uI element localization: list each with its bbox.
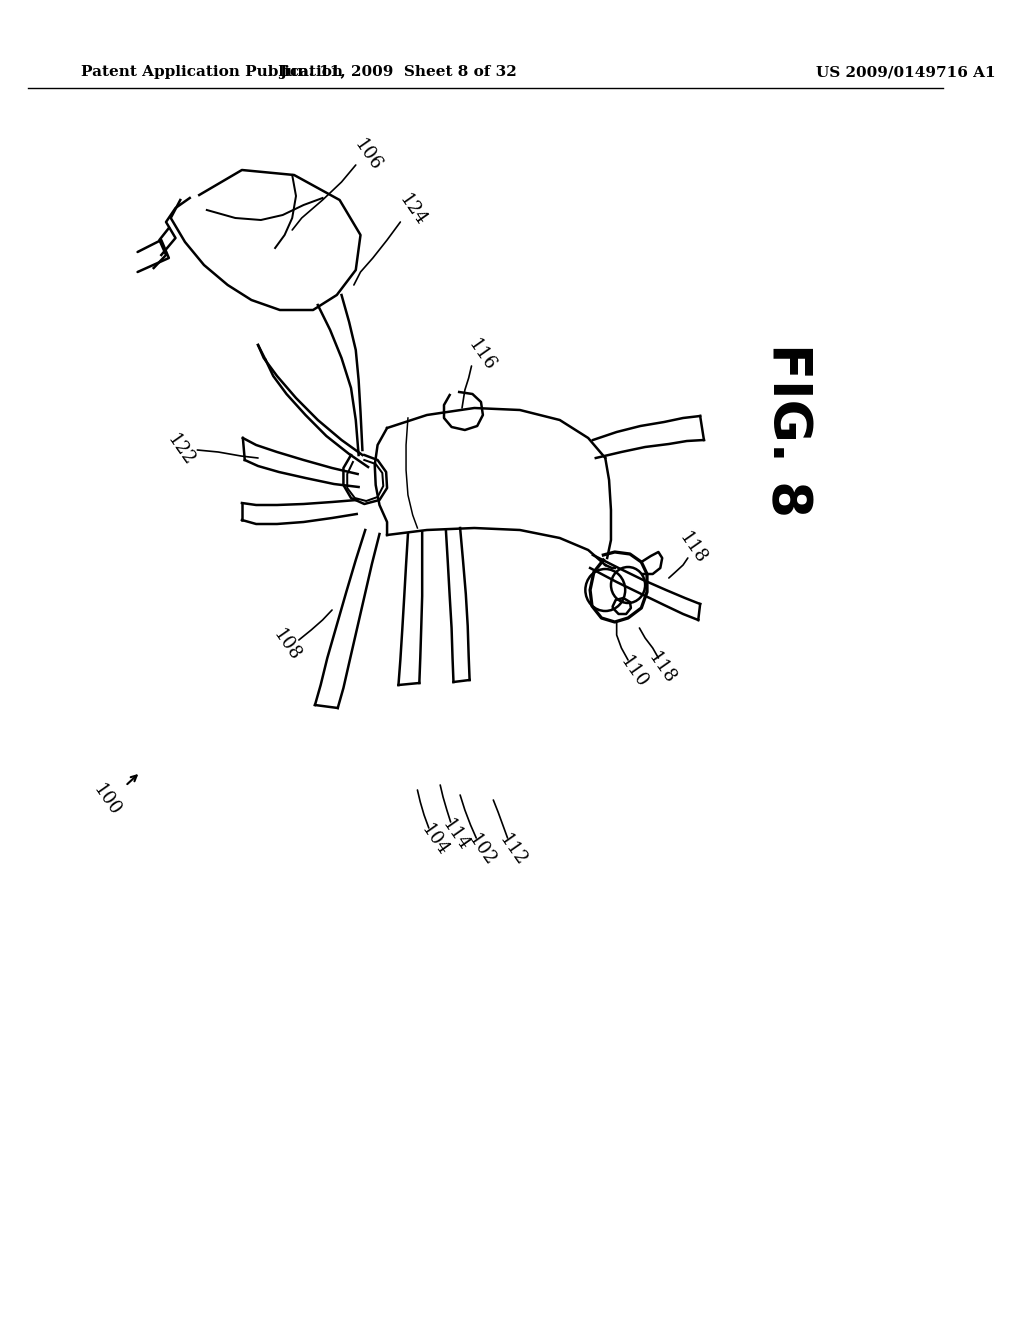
Text: 122: 122 (163, 430, 198, 469)
Text: 114: 114 (438, 816, 473, 854)
Text: 102: 102 (465, 830, 499, 870)
Text: 112: 112 (495, 830, 529, 870)
Text: 108: 108 (269, 626, 304, 664)
Text: 124: 124 (395, 191, 430, 230)
Text: 118: 118 (645, 648, 680, 688)
Text: FIG. 8: FIG. 8 (762, 343, 813, 517)
Text: Patent Application Publication: Patent Application Publication (81, 65, 343, 79)
Text: 118: 118 (675, 529, 710, 568)
Text: US 2009/0149716 A1: US 2009/0149716 A1 (816, 65, 995, 79)
Text: 110: 110 (616, 652, 651, 692)
Text: 104: 104 (417, 821, 452, 859)
Text: 100: 100 (89, 780, 124, 820)
Text: 106: 106 (351, 136, 385, 174)
Text: 116: 116 (465, 335, 500, 375)
Text: Jun. 11, 2009  Sheet 8 of 32: Jun. 11, 2009 Sheet 8 of 32 (280, 65, 517, 79)
